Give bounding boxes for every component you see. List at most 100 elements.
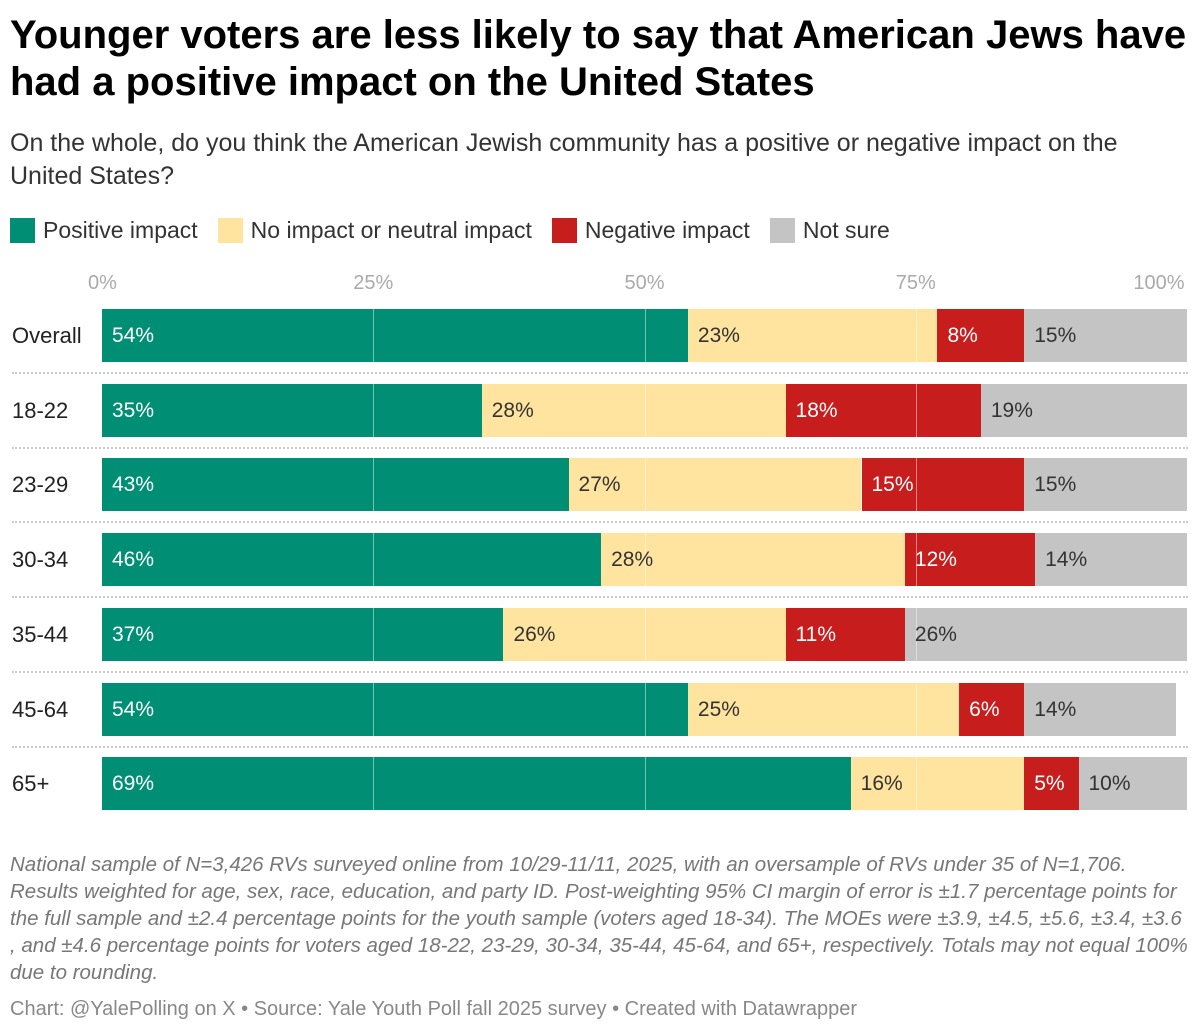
legend-item: Negative impact [551,217,750,244]
bar-segment [850,757,1025,811]
gridline [373,309,375,362]
legend-label: Positive impact [43,217,198,243]
row-separator [12,670,1188,673]
legend-item: Not sure [769,217,890,244]
data-label: 10% [1088,772,1131,796]
row-label: Overall [12,323,82,348]
data-label: 16% [860,772,903,796]
gridline [915,383,917,437]
data-label: 18% [795,398,838,422]
bar-segment [980,383,1187,437]
legend: Positive impact No impact or neutral impa… [10,217,910,244]
bar-segment [959,682,1025,736]
bar-segment [1078,757,1187,811]
legend-label: Not sure [802,217,890,243]
data-label: 27% [578,473,621,497]
data-label: 15% [871,473,914,497]
x-tick-label: 75% [895,272,936,294]
row-separator [12,521,1188,524]
legend-swatch [551,218,577,243]
data-label: 28% [491,398,534,422]
data-label: 54% [112,324,155,347]
bar-segment [1035,533,1187,587]
legend-label: Negative impact [584,217,750,243]
gridline [644,458,646,512]
row-separator [12,372,1188,374]
footer-credit: Chart: @YalePolling on X • Source: Yale … [10,998,858,1020]
row-label: 18-22 [12,397,69,423]
bar-segment [568,458,862,512]
data-label: 23% [697,324,740,347]
bar-segment [904,533,1036,587]
legend-swatch [10,218,35,243]
data-label: 26% [513,622,556,646]
gridline [915,533,917,587]
bar-segment [1024,458,1187,512]
data-label: 14% [1034,697,1077,721]
data-label: 35% [112,398,155,422]
bar-segment [102,757,851,811]
bar-segment [601,533,905,587]
row-label: 35-44 [12,621,69,647]
notes: National sample of N=3,426 RVs surveyed … [10,853,1188,984]
data-label: 5% [1034,772,1065,796]
data-label: 6% [969,697,1000,721]
bar-segment [687,682,960,736]
legend-item: Positive impact [10,217,198,244]
data-label: 14% [1045,548,1088,572]
data-label: 8% [947,324,978,347]
gridline [644,682,646,736]
data-label: 69% [112,772,155,796]
data-label: 11% [795,622,837,646]
bar-segment [785,607,905,661]
bar-segment [102,309,688,362]
x-tick-label: 100% [1133,272,1185,294]
gridline [915,757,917,811]
bar-segment [102,607,504,661]
data-label: 28% [611,548,654,572]
gridline [915,607,917,661]
row-separator [12,596,1188,599]
gridline [373,607,375,661]
bar-segment [1024,757,1079,811]
bar-segment [503,607,786,661]
gridline [373,383,375,437]
gridline [644,533,646,587]
gridline [373,757,375,811]
bar-segment [102,682,688,736]
bar-segment [481,383,786,437]
gridline [373,458,375,512]
row-label: 30-34 [12,547,69,573]
data-label: 37% [112,622,155,646]
gridline [644,309,646,362]
x-tick-label: 25% [353,272,394,294]
bar-segment [937,309,1025,362]
bar-segment [861,458,1025,512]
data-label: 54% [112,697,155,721]
row-separator [12,745,1188,748]
data-label: 15% [1034,473,1077,497]
legend-item: No impact or neutral impact [217,217,532,244]
data-label: 46% [112,548,155,572]
bar-segment [1024,682,1177,736]
row-separator [12,446,1188,449]
gridline [644,383,646,437]
bar-segment [102,383,482,437]
bar-segment [687,309,938,362]
x-tick-label: 50% [624,272,665,294]
row-label: 23-29 [12,472,69,498]
gridline [915,682,917,736]
gridline [915,458,917,512]
row-label: 45-64 [12,696,69,722]
legend-swatch [217,218,243,243]
x-tick-label: 0% [88,272,117,294]
gridline [644,607,646,661]
bar-segment [904,607,1187,661]
data-label: 12% [914,548,957,572]
gridline [915,309,917,362]
bar-segment [102,533,602,587]
data-label: 26% [914,622,957,646]
data-label: 15% [1034,324,1077,347]
data-label: 25% [697,697,740,721]
